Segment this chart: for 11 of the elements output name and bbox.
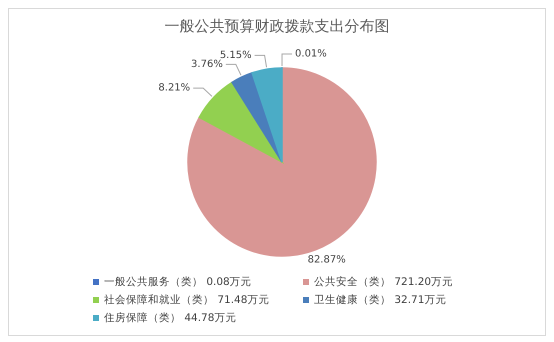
legend-label: 一般公共服务（类） 0.08万元 [104,275,252,289]
data-label: 82.87% [308,254,346,266]
legend-label: 住房保障（类） 44.78万元 [104,311,236,325]
legend-label: 公共安全（类） 721.20万元 [314,275,454,289]
data-label: 3.76% [191,58,223,70]
legend-label: 卫生健康（类） 32.71万元 [314,293,446,307]
data-label: 0.01% [295,48,327,60]
chart-title: 一般公共预算财政拨款支出分布图 [164,17,390,36]
data-label: 8.21% [158,82,190,94]
legend-label: 社会保障和就业（类） 71.48万元 [104,293,270,307]
data-label: 5.15% [220,50,252,61]
